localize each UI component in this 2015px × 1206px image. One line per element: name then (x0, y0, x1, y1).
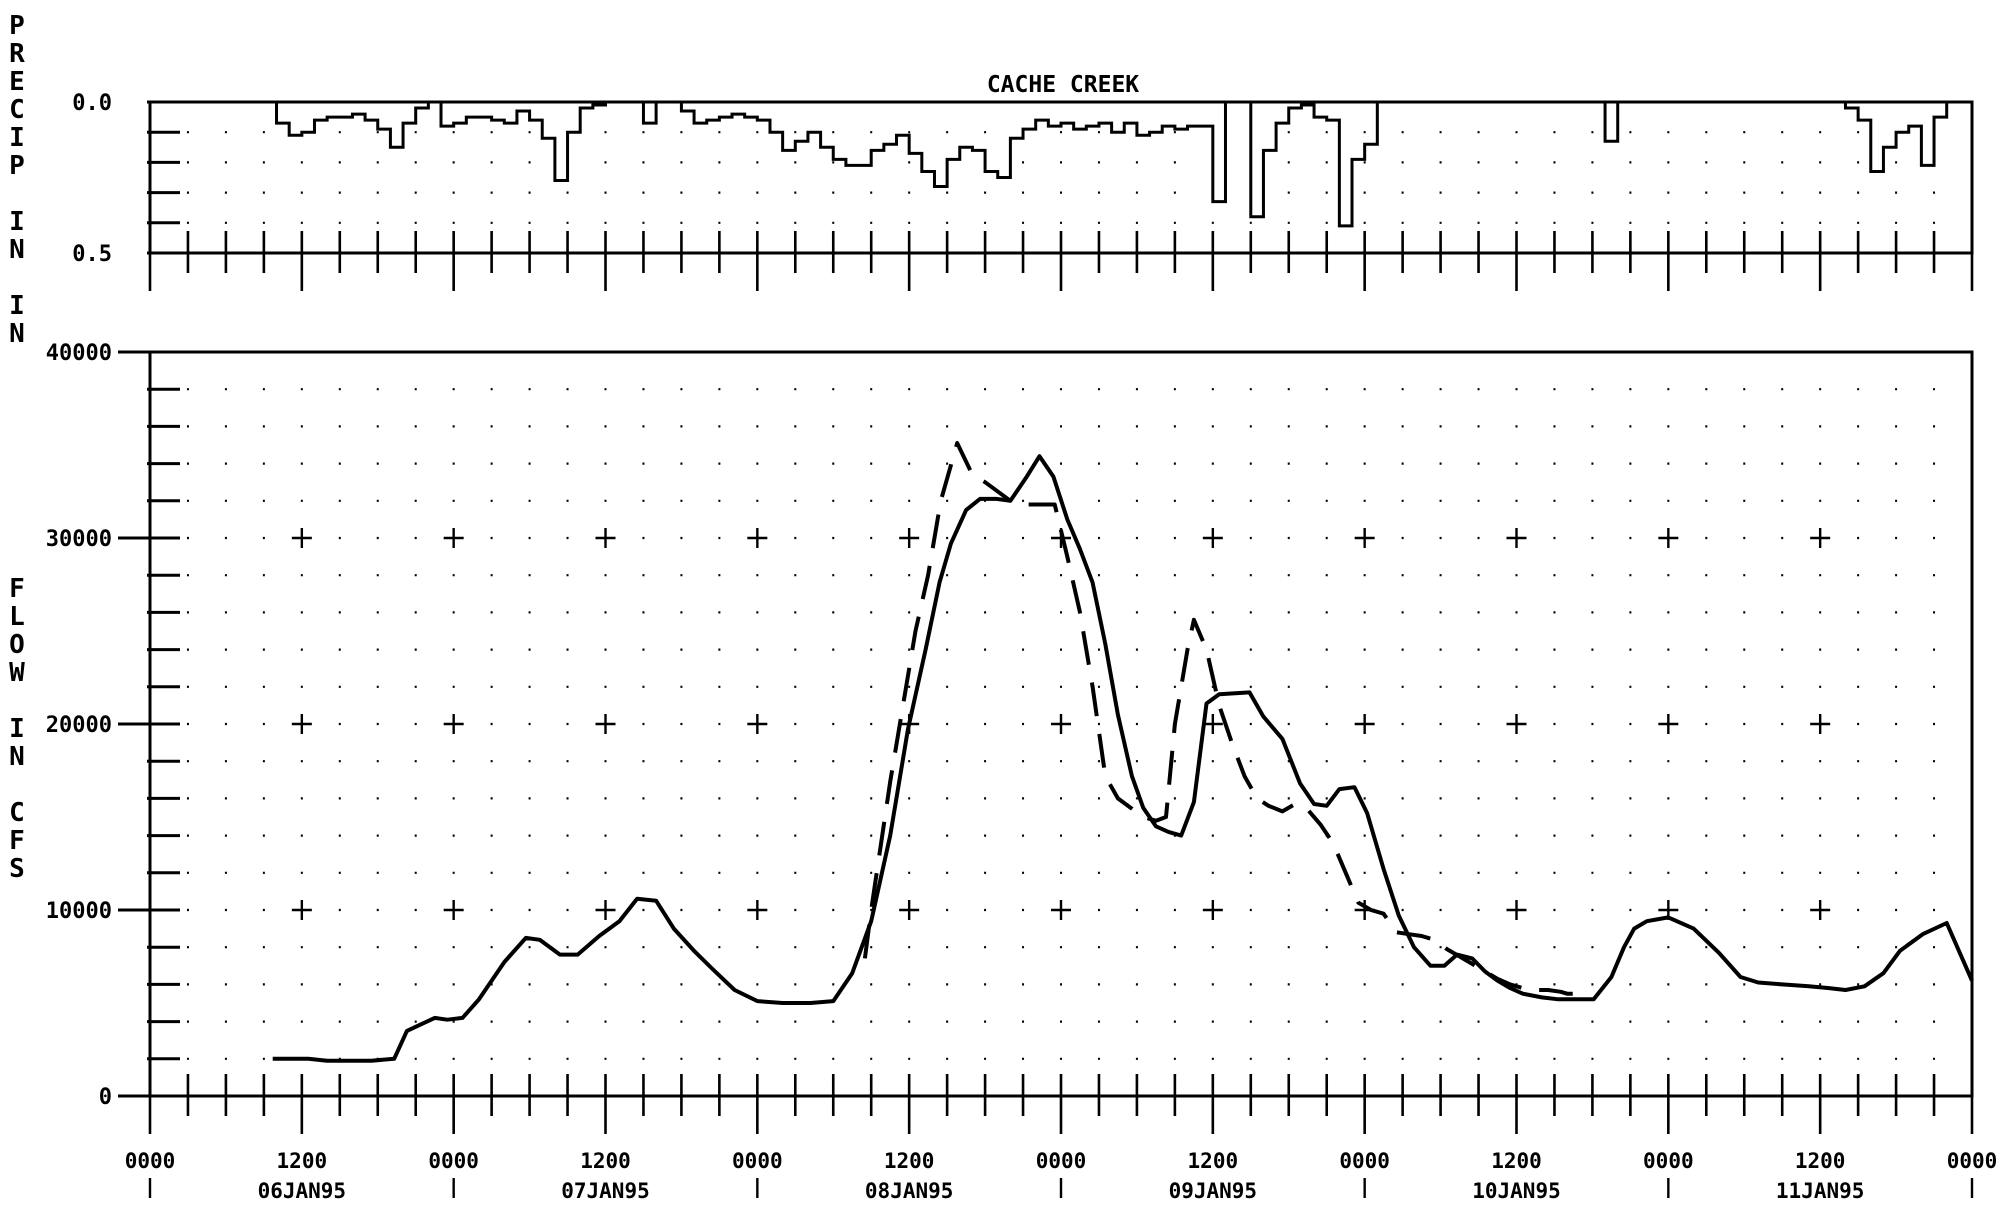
x-tick-label: 0000 (1036, 1149, 1087, 1173)
flow-y-tick-label: 30000 (46, 527, 112, 552)
flow-grid-plus (291, 528, 1831, 920)
flow-grid (186, 388, 1936, 1060)
flow-series-solid (272, 454, 1974, 1063)
flow-axis-label: F L O W I N C F S (2, 575, 32, 883)
x-tick-label: 0000 (428, 1149, 479, 1173)
x-date-label: 06JAN95 (258, 1179, 347, 1203)
precip-y-tick-label: 0.5 (72, 242, 112, 267)
precip-grid (186, 131, 1936, 224)
flow-y-tick-label: 20000 (46, 713, 112, 738)
x-tick-label: 0000 (732, 1149, 783, 1173)
precip-x-ticks (148, 231, 1974, 291)
precip-series (275, 100, 1972, 228)
chart-title: CACHE CREEK (987, 72, 1139, 98)
x-tick-label: 1200 (1188, 1149, 1239, 1173)
x-tick-label: 0000 (1947, 1149, 1998, 1173)
flow-axis-label-text: F L O W I N C F S (9, 574, 25, 884)
flow-series-dashed (862, 441, 1578, 996)
x-tick-label: 0000 (125, 1149, 176, 1173)
flow-y-tick-label: 40000 (46, 341, 112, 366)
flow-panel: 0 10000 20000 30000 40000 (46, 341, 1974, 1134)
x-axis: 0000 1200 0000 1200 0000 1200 0000 1200 0000 1200… (125, 1149, 1998, 1203)
x-tick-label: 1200 (1491, 1149, 1542, 1173)
precip-axis-label: P R E C I P I N I N (2, 12, 32, 348)
x-date-label: 11JAN95 (1776, 1179, 1865, 1203)
x-tick-label: 1200 (884, 1149, 935, 1173)
x-date-label: 07JAN95 (561, 1179, 650, 1203)
x-tick-label: 0000 (1643, 1149, 1694, 1173)
precip-y-tick-label: 0.0 (72, 91, 112, 116)
x-date-label: 08JAN95 (865, 1179, 954, 1203)
flow-y-tick-label: 10000 (46, 899, 112, 924)
precip-axis-label-text: P R E C I P I N I N (9, 11, 25, 349)
x-date-label: 10JAN95 (1472, 1179, 1561, 1203)
x-date-label: 09JAN95 (1169, 1179, 1258, 1203)
flow-x-ticks (148, 1074, 1974, 1134)
x-tick-label: 0000 (1339, 1149, 1390, 1173)
x-tick-label: 1200 (1795, 1149, 1846, 1173)
flow-y-tick-label: 0 (99, 1085, 112, 1110)
x-tick-label: 1200 (277, 1149, 328, 1173)
precip-panel: 0.0 0.5 (72, 91, 1974, 291)
x-tick-label: 1200 (580, 1149, 631, 1173)
